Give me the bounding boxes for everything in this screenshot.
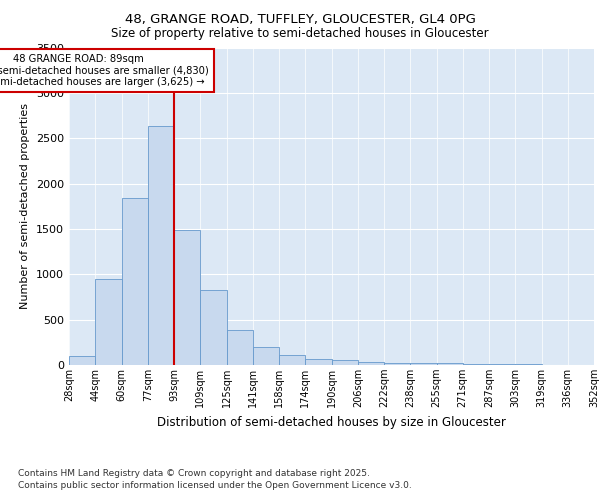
Text: Size of property relative to semi-detached houses in Gloucester: Size of property relative to semi-detach…	[111, 28, 489, 40]
Bar	[410, 363, 437, 365]
Bar	[358, 362, 384, 365]
Text: 48 GRANGE ROAD: 89sqm
← 56% of semi-detached houses are smaller (4,830)
42% of s: 48 GRANGE ROAD: 89sqm ← 56% of semi-deta…	[0, 54, 209, 87]
Bar	[279, 355, 305, 365]
Bar	[227, 330, 253, 365]
Bar	[463, 364, 489, 365]
Bar	[253, 348, 279, 365]
Text: 48, GRANGE ROAD, TUFFLEY, GLOUCESTER, GL4 0PG: 48, GRANGE ROAD, TUFFLEY, GLOUCESTER, GL…	[125, 12, 475, 26]
Bar	[305, 359, 331, 365]
Text: Contains public sector information licensed under the Open Government Licence v3: Contains public sector information licen…	[18, 481, 412, 490]
Bar	[174, 230, 200, 365]
Bar	[489, 364, 515, 365]
Y-axis label: Number of semi-detached properties: Number of semi-detached properties	[20, 104, 31, 309]
Bar	[331, 360, 358, 365]
X-axis label: Distribution of semi-detached houses by size in Gloucester: Distribution of semi-detached houses by …	[157, 416, 506, 428]
Bar	[437, 363, 463, 365]
Text: Contains HM Land Registry data © Crown copyright and database right 2025.: Contains HM Land Registry data © Crown c…	[18, 469, 370, 478]
Bar	[515, 364, 542, 365]
Bar	[384, 363, 410, 365]
Bar	[200, 290, 227, 365]
Bar	[148, 126, 174, 365]
Bar	[121, 198, 148, 365]
Bar	[95, 279, 121, 365]
Bar	[69, 356, 95, 365]
